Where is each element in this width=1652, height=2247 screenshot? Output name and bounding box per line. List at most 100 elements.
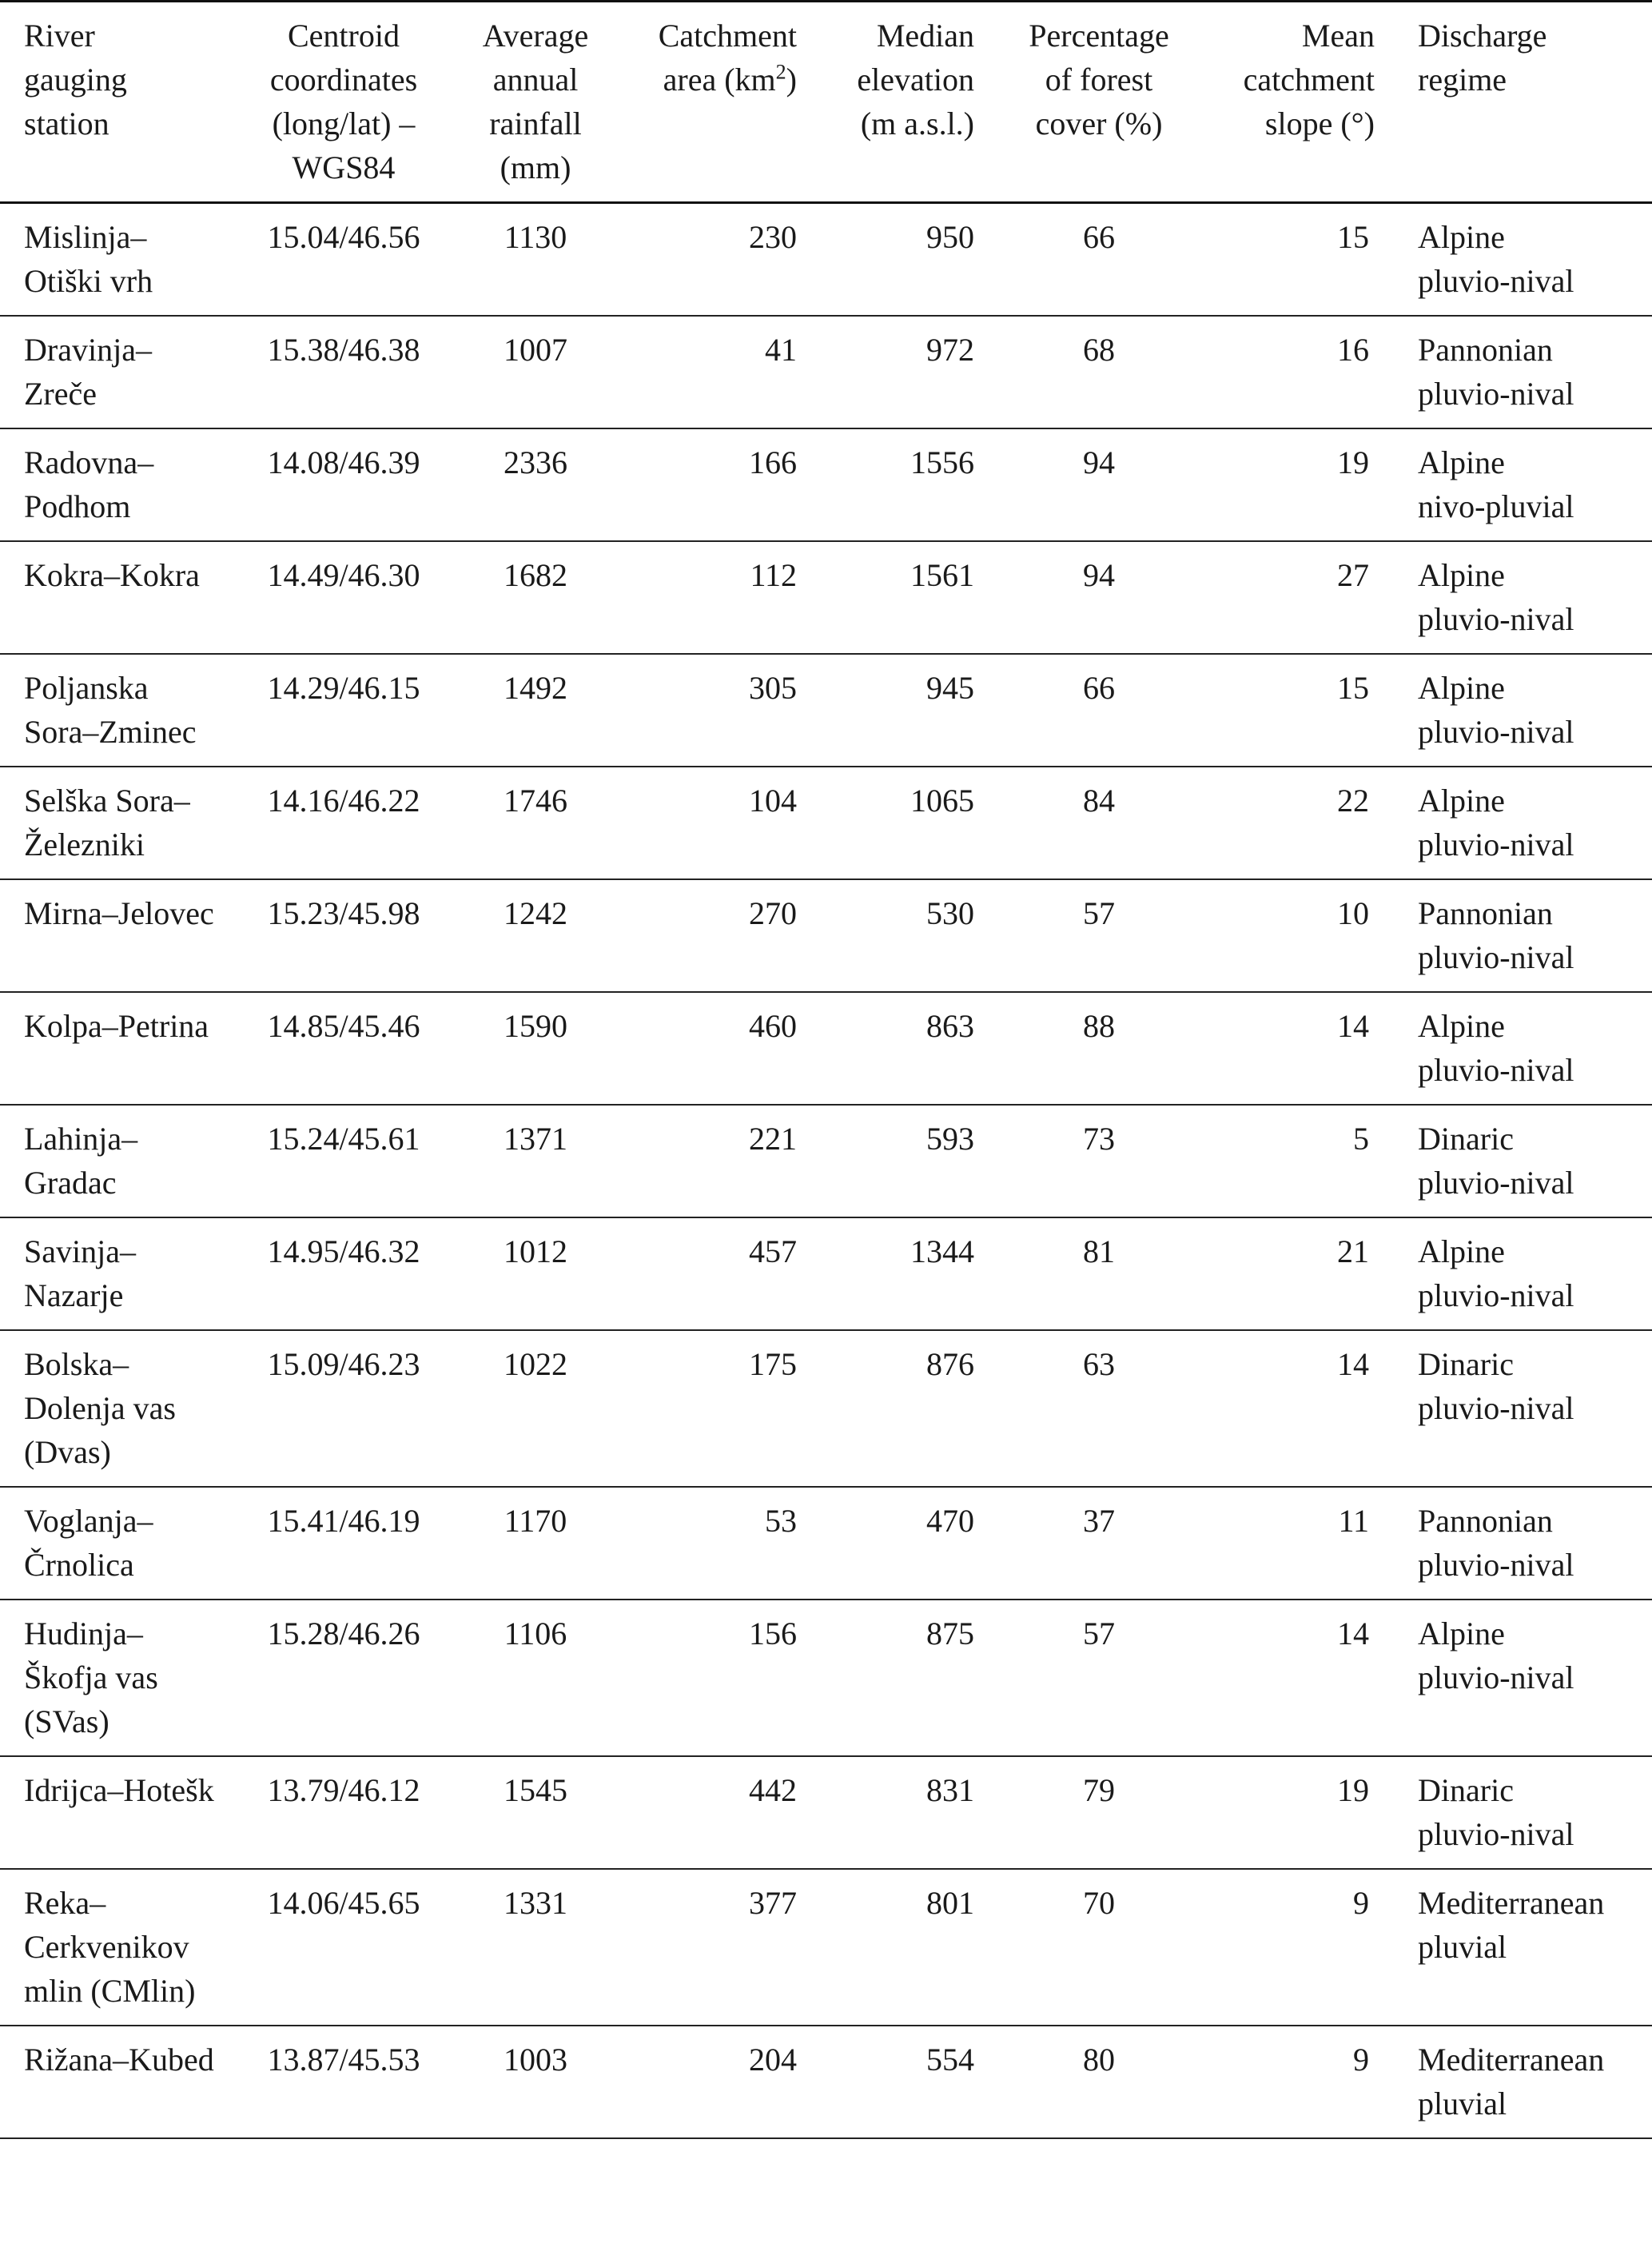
table-row: Rižana–Kubed 13.87/45.53 1003 204 554 80 9 Medi…: [0, 2026, 1652, 2138]
coordinates-cell: 14.95/46.32: [267, 1233, 420, 1269]
slope-cell: 21: [1337, 1233, 1369, 1269]
catchment-area-cell: 442: [749, 1772, 797, 1808]
station-cell: Selška Sora–Železniki: [24, 783, 190, 863]
elevation-cell: 801: [926, 1885, 974, 1921]
rainfall-cell: 1130: [504, 219, 567, 255]
catchment-area-cell: 221: [749, 1121, 797, 1157]
forest-cover-cell: 37: [1083, 1503, 1115, 1539]
rainfall-cell: 1170: [504, 1503, 567, 1539]
forest-cover-cell: 88: [1083, 1008, 1115, 1044]
coordinates-cell: 14.16/46.22: [267, 783, 420, 819]
rainfall-cell: 1746: [504, 783, 567, 819]
table-row: Voglanja–Črnolica 15.41/46.19 1170 53 470 37 1…: [0, 1487, 1652, 1600]
forest-cover-cell: 94: [1083, 444, 1115, 480]
forest-cover-cell: 81: [1083, 1233, 1115, 1269]
elevation-cell: 1344: [910, 1233, 974, 1269]
header-forest-cover: Percentage of forest cover (%): [1029, 18, 1169, 141]
coordinates-cell: 15.24/45.61: [267, 1121, 420, 1157]
coordinates-cell: 15.38/46.38: [267, 332, 420, 368]
regime-cell: Mediterranean pluvial: [1418, 1885, 1605, 1965]
station-cell: Savinja–Nazarje: [24, 1233, 136, 1313]
header-area-text: Catchment area (km: [658, 18, 797, 98]
station-cell: Voglanja–Črnolica: [24, 1503, 153, 1583]
station-cell: Idrijca–Hotešk: [24, 1772, 214, 1808]
station-cell: Mirna–Jelovec: [24, 895, 214, 931]
table-body: Mislinja–Otiški vrh 15.04/46.56 1130 230 950…: [0, 203, 1652, 2138]
catchment-characteristics-table: River gauging station Centroid coordinat…: [0, 1, 1652, 2138]
regime-cell: Pannonian pluvio-nival: [1418, 895, 1574, 975]
forest-cover-cell: 84: [1083, 783, 1115, 819]
coordinates-cell: 15.41/46.19: [267, 1503, 420, 1539]
regime-cell: Alpine pluvio-nival: [1418, 670, 1574, 750]
regime-cell: Dinaric pluvio-nival: [1418, 1772, 1574, 1852]
table-row: Savinja–Nazarje 14.95/46.32 1012 457 1344 81 2…: [0, 1217, 1652, 1330]
header-catchment-area: Catchment area (km2): [623, 2, 799, 203]
elevation-cell: 554: [926, 2042, 974, 2078]
catchment-area-cell: 457: [749, 1233, 797, 1269]
table-row: Lahinja–Gradac 15.24/45.61 1371 221 593 73 5 Di…: [0, 1105, 1652, 1217]
station-cell: Bolska–Dolenja vas (Dvas): [24, 1346, 176, 1470]
elevation-cell: 470: [926, 1503, 974, 1539]
table-row: Bolska–Dolenja vas (Dvas) 15.09/46.23 1022…: [0, 1330, 1652, 1487]
table-row: Idrijca–Hotešk 13.79/46.12 1545 442 831 79 19 D…: [0, 1756, 1652, 1869]
station-cell: Mislinja–Otiški vrh: [24, 219, 153, 299]
rainfall-cell: 1003: [504, 2042, 567, 2078]
regime-cell: Alpine nivo-pluvial: [1418, 444, 1574, 524]
catchment-area-cell: 166: [749, 444, 797, 480]
station-cell: Poljanska Sora–Zminec: [24, 670, 197, 750]
table-row: Kolpa–Petrina 14.85/45.46 1590 460 863 88 14 Al…: [0, 992, 1652, 1105]
slope-cell: 19: [1337, 1772, 1369, 1808]
header-elevation: Median elevation (m a.s.l.): [857, 18, 974, 141]
slope-cell: 19: [1337, 444, 1369, 480]
coordinates-cell: 15.09/46.23: [267, 1346, 420, 1382]
regime-cell: Alpine pluvio-nival: [1418, 557, 1574, 637]
rainfall-cell: 1371: [504, 1121, 567, 1157]
forest-cover-cell: 66: [1083, 670, 1115, 706]
elevation-cell: 1556: [910, 444, 974, 480]
coordinates-cell: 15.04/46.56: [267, 219, 420, 255]
regime-cell: Alpine pluvio-nival: [1418, 1616, 1574, 1695]
elevation-cell: 875: [926, 1616, 974, 1651]
forest-cover-cell: 80: [1083, 2042, 1115, 2078]
coordinates-cell: 14.06/45.65: [267, 1885, 420, 1921]
elevation-cell: 593: [926, 1121, 974, 1157]
header-station: River gauging station: [24, 18, 127, 141]
table-row: Hudinja–Škofja vas (SVas) 15.28/46.26 1106…: [0, 1600, 1652, 1756]
slope-cell: 22: [1337, 783, 1369, 819]
header-regime: Discharge regime: [1418, 18, 1547, 98]
rainfall-cell: 1590: [504, 1008, 567, 1044]
slope-cell: 5: [1353, 1121, 1369, 1157]
catchment-area-cell: 460: [749, 1008, 797, 1044]
forest-cover-cell: 57: [1083, 1616, 1115, 1651]
slope-cell: 14: [1337, 1008, 1369, 1044]
slope-cell: 9: [1353, 2042, 1369, 2078]
forest-cover-cell: 94: [1083, 557, 1115, 593]
rainfall-cell: 1545: [504, 1772, 567, 1808]
catchment-area-cell: 41: [765, 332, 797, 368]
table-row: Selška Sora–Železniki 14.16/46.22 1746 104 1…: [0, 767, 1652, 879]
rainfall-cell: 1242: [504, 895, 567, 931]
catchment-area-cell: 204: [749, 2042, 797, 2078]
catchment-area-cell: 305: [749, 670, 797, 706]
elevation-cell: 876: [926, 1346, 974, 1382]
elevation-cell: 831: [926, 1772, 974, 1808]
header-area-close: ): [786, 62, 797, 98]
forest-cover-cell: 63: [1083, 1346, 1115, 1382]
forest-cover-cell: 70: [1083, 1885, 1115, 1921]
station-cell: Lahinja–Gradac: [24, 1121, 138, 1201]
table-row: Dravinja–Zreče 15.38/46.38 1007 41 972 68 16 Pa…: [0, 316, 1652, 428]
catchment-area-cell: 156: [749, 1616, 797, 1651]
header-area-superscript: 2: [775, 60, 786, 84]
station-cell: Reka–Cerkvenikov mlin (CMlin): [24, 1885, 196, 2009]
rainfall-cell: 1492: [504, 670, 567, 706]
station-cell: Rižana–Kubed: [24, 2042, 214, 2078]
station-cell: Kokra–Kokra: [24, 557, 200, 593]
elevation-cell: 945: [926, 670, 974, 706]
coordinates-cell: 13.79/46.12: [267, 1772, 420, 1808]
catchment-area-cell: 53: [765, 1503, 797, 1539]
slope-cell: 14: [1337, 1616, 1369, 1651]
slope-cell: 11: [1338, 1503, 1369, 1539]
header-coordinates: Centroid coordinates (long/lat) – WGS84: [269, 18, 418, 185]
slope-cell: 15: [1337, 670, 1369, 706]
elevation-cell: 972: [926, 332, 974, 368]
